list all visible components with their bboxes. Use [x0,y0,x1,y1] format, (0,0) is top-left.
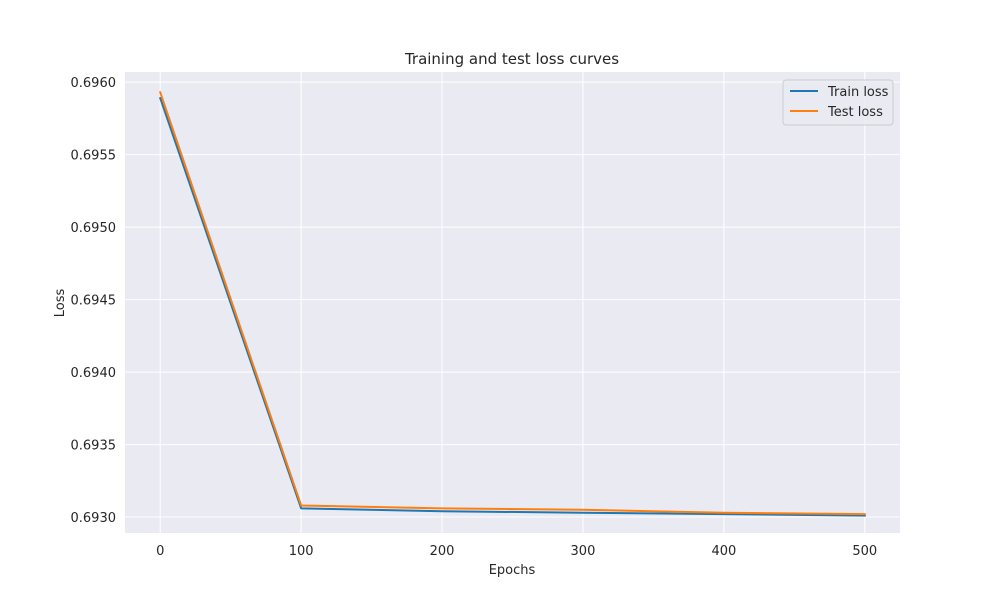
x-tick-labels: 0 100 200 300 400 500 [156,544,877,559]
series-line-train-loss [158,96,866,517]
x-tick-label: 400 [711,544,736,559]
x-axis-label: Epochs [489,563,536,578]
x-tick-label: 500 [852,544,877,559]
y-tick-label: 0.6960 [71,76,117,91]
series-line-test-loss [158,91,866,516]
chart-title: Training and test loss curves [404,50,619,68]
y-tick-label: 0.6940 [71,366,117,381]
x-tick-label: 0 [156,544,164,559]
x-tick-label: 300 [571,544,596,559]
legend-label-test-loss: Test loss [827,105,883,120]
y-tick-label: 0.6945 [71,294,117,309]
y-tick-label: 0.6955 [71,149,117,164]
y-axis-label: Loss [53,289,68,318]
legend-label-train-loss: Train loss [827,85,889,100]
y-tick-label: 0.6950 [71,221,117,236]
plot-area [125,72,900,533]
x-tick-label: 100 [289,544,314,559]
legend: Train loss Test loss [782,79,894,126]
y-tick-label: 0.6935 [71,439,117,454]
y-tick-label: 0.6930 [71,511,117,526]
y-tick-labels: 0.6930 0.6935 0.6940 0.6945 0.6950 0.6955 0.69… [71,76,117,526]
x-tick-label: 200 [430,544,455,559]
series-lines [158,91,866,517]
